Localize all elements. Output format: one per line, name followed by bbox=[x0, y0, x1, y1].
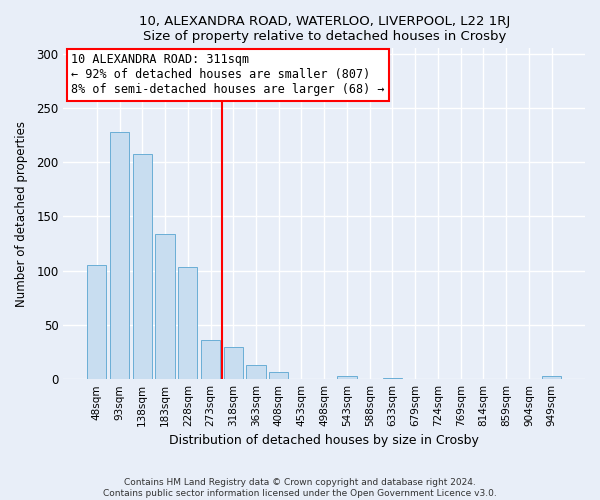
X-axis label: Distribution of detached houses by size in Crosby: Distribution of detached houses by size … bbox=[169, 434, 479, 448]
Bar bbox=[201, 340, 220, 379]
Bar bbox=[133, 154, 152, 379]
Bar bbox=[269, 372, 289, 379]
Y-axis label: Number of detached properties: Number of detached properties bbox=[15, 121, 28, 307]
Bar bbox=[110, 132, 129, 379]
Bar bbox=[247, 365, 266, 379]
Bar bbox=[155, 234, 175, 379]
Bar bbox=[383, 378, 402, 379]
Bar bbox=[542, 376, 561, 379]
Title: 10, ALEXANDRA ROAD, WATERLOO, LIVERPOOL, L22 1RJ
Size of property relative to de: 10, ALEXANDRA ROAD, WATERLOO, LIVERPOOL,… bbox=[139, 15, 510, 43]
Text: 10 ALEXANDRA ROAD: 311sqm
← 92% of detached houses are smaller (807)
8% of semi-: 10 ALEXANDRA ROAD: 311sqm ← 92% of detac… bbox=[71, 54, 385, 96]
Bar bbox=[178, 268, 197, 379]
Bar bbox=[224, 346, 243, 379]
Bar bbox=[87, 266, 106, 379]
Bar bbox=[337, 376, 356, 379]
Text: Contains HM Land Registry data © Crown copyright and database right 2024.
Contai: Contains HM Land Registry data © Crown c… bbox=[103, 478, 497, 498]
